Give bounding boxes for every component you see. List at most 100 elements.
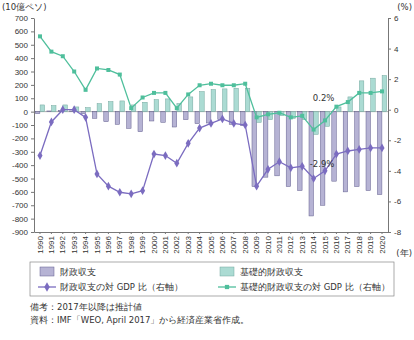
tick: -700: [12, 201, 34, 210]
bar: [332, 112, 336, 182]
annotation: -2.9%: [310, 159, 335, 169]
tick-label: -4: [394, 167, 402, 176]
tick-label: 2010: [264, 235, 273, 253]
tick: 1992: [58, 232, 67, 254]
marker: [61, 54, 65, 58]
tick-label: 2003: [184, 235, 193, 253]
marker: [346, 100, 350, 104]
tick-mark: [31, 219, 34, 220]
bar: [109, 102, 113, 112]
marker: [357, 91, 361, 95]
bar: [223, 89, 227, 112]
tick-mark: [347, 232, 348, 234]
tick: 2011: [275, 232, 284, 253]
marker: [265, 165, 270, 174]
bar: [188, 97, 192, 112]
marker: [174, 159, 179, 168]
tick-label: 1993: [70, 235, 79, 253]
line: [40, 110, 382, 194]
tick-mark: [313, 232, 314, 234]
tick-label: 1994: [81, 235, 90, 253]
axis-line: [35, 232, 389, 233]
tick-mark: [31, 31, 34, 32]
tick: 2004: [195, 232, 204, 254]
marker: [95, 66, 99, 70]
marker: [152, 91, 156, 95]
note: 資料：IMF「WEO, April 2017」から経済産業省作成。: [30, 315, 249, 325]
tick-label: 0: [394, 106, 399, 115]
marker: [49, 118, 54, 127]
tick-label: 2001: [161, 235, 170, 253]
tick-mark: [31, 72, 34, 73]
tick: 0: [24, 108, 34, 117]
tick: -400: [12, 161, 34, 170]
tick: 2019: [366, 232, 375, 254]
bar: [275, 112, 279, 176]
tick: 2016: [332, 232, 341, 254]
bar: [86, 108, 90, 112]
plot-area: [35, 34, 386, 216]
tick: 1993: [70, 232, 79, 254]
marker: [84, 88, 88, 92]
tick: 2000: [150, 232, 159, 254]
marker: [369, 91, 373, 95]
tick-mark: [31, 18, 34, 19]
tick-mark: [85, 232, 86, 234]
marker: [186, 139, 191, 148]
tick: 2009: [252, 232, 261, 254]
tick-label: 1999: [138, 235, 147, 253]
bar: [127, 112, 131, 129]
tick-mark: [31, 45, 34, 46]
tick: 2003: [184, 232, 193, 254]
marker: [345, 147, 350, 156]
bar: [115, 112, 119, 125]
bar: [92, 112, 96, 119]
legend-label: 財政収支の対 GDP 比（右軸）: [60, 282, 183, 292]
tick-label: -300: [12, 148, 29, 157]
tick-mark: [388, 49, 391, 50]
tick-label: 2013: [298, 235, 307, 253]
marker: [243, 121, 248, 130]
marker: [289, 115, 293, 119]
tick-mark: [388, 110, 391, 111]
y-axis: -900-800-700-600-500-400-300-200-1000100…: [12, 14, 35, 237]
bar: [166, 99, 170, 112]
tick-mark: [245, 232, 246, 234]
marker: [334, 150, 339, 159]
bar: [35, 112, 39, 114]
axis-line: [34, 19, 35, 233]
tick: 2012: [286, 232, 295, 254]
tick-label: -8: [394, 228, 402, 237]
tick-label: 2016: [332, 235, 341, 253]
tick-mark: [388, 140, 391, 141]
y2-axis: -8-6-4-20246: [388, 14, 402, 237]
tick-mark: [108, 232, 109, 234]
tick: -8: [388, 228, 402, 237]
marker: [209, 82, 213, 86]
tick-mark: [382, 232, 383, 234]
bar: [211, 90, 215, 112]
bar: [377, 112, 381, 195]
note: 備考：2017年以降は推計値: [30, 302, 142, 312]
marker: [60, 105, 65, 114]
tick-mark: [222, 232, 223, 234]
tick-label: 2020: [378, 235, 387, 253]
marker: [94, 170, 99, 179]
legend-label: 基礎的財政収支の対 GDP 比（右軸）: [240, 282, 390, 292]
legend-label: 基礎的財政収支: [240, 267, 303, 277]
tick-label: 1998: [127, 235, 136, 253]
tick-mark: [31, 232, 34, 233]
bar: [359, 81, 363, 112]
legend-item: 財政収支の対 GDP 比（右軸）: [38, 282, 183, 292]
marker: [266, 112, 270, 116]
marker: [255, 115, 259, 119]
bar: [161, 112, 165, 123]
marker: [277, 111, 281, 115]
tick-label: 1991: [47, 235, 56, 253]
tick-mark: [279, 232, 280, 234]
tick-label: -800: [12, 215, 29, 224]
tick: 2014: [309, 232, 318, 254]
tick-mark: [31, 205, 34, 206]
tick-label: -100: [12, 121, 29, 130]
tick-label: 6: [394, 14, 399, 23]
